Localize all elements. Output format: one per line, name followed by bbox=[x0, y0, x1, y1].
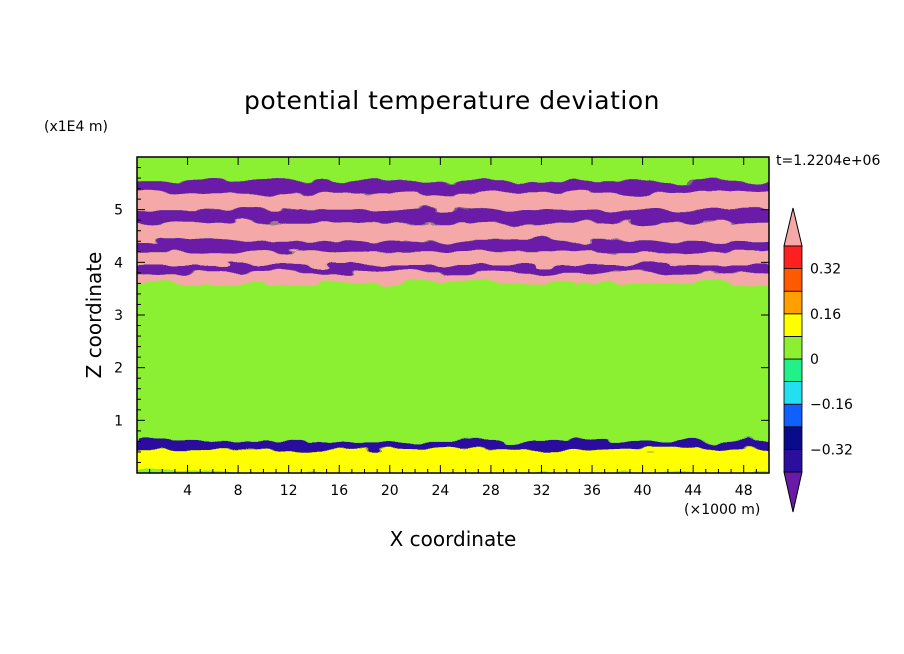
x-tick-label: 40 bbox=[634, 483, 652, 499]
contour-band bbox=[137, 264, 769, 273]
colorbar-tick-label: −0.16 bbox=[810, 397, 853, 413]
colorbar-top-arrow bbox=[783, 207, 803, 247]
colorbar-swatch bbox=[783, 403, 803, 428]
x-tick-label: 32 bbox=[533, 483, 551, 499]
colorbar-swatch bbox=[783, 268, 803, 292]
colorbar-swatch bbox=[783, 448, 803, 473]
y-axis-unit-label: (x1E4 m) bbox=[44, 119, 108, 135]
colorbar-swatch bbox=[783, 358, 803, 383]
y-axis-ticks: 1 2 3 4 5 bbox=[114, 167, 769, 463]
x-tick-label: 24 bbox=[431, 483, 449, 499]
x-axis-label: X coordinate bbox=[389, 527, 517, 551]
colorbar-tick-label: 0 bbox=[810, 352, 819, 368]
x-axis-ticks: 4 8 12 16 20 24 28 32 36 40 44 48 bbox=[149, 157, 757, 499]
contour-band bbox=[137, 193, 769, 210]
x-tick-label: 8 bbox=[234, 483, 243, 499]
contour-band bbox=[137, 209, 769, 223]
colorbar: 0.32 0.16 0 −0.16 −0.32 bbox=[783, 207, 853, 513]
x-tick-label: 4 bbox=[183, 483, 192, 499]
contour-band bbox=[137, 272, 769, 284]
x-tick-label: 36 bbox=[583, 483, 601, 499]
contour-band bbox=[137, 251, 769, 265]
y-tick-label: 3 bbox=[114, 308, 123, 324]
y-tick-label: 1 bbox=[114, 413, 123, 429]
colorbar-tick-label: 0.16 bbox=[810, 307, 841, 323]
x-tick-label: 16 bbox=[330, 483, 348, 499]
x-tick-label: 48 bbox=[735, 483, 753, 499]
colorbar-swatch bbox=[783, 335, 803, 360]
colorbar-swatch bbox=[783, 290, 803, 315]
x-tick-label: 28 bbox=[482, 483, 500, 499]
time-label: t=1.2204e+06 bbox=[776, 153, 881, 169]
x-axis-unit-label: (×1000 m) bbox=[684, 502, 761, 518]
colorbar-swatch bbox=[783, 381, 803, 405]
x-tick-label: 44 bbox=[684, 483, 702, 499]
contour-band bbox=[137, 441, 769, 450]
plot-area bbox=[137, 157, 769, 473]
colorbar-bottom-arrow bbox=[783, 471, 803, 513]
contour-band bbox=[137, 222, 769, 242]
contour-band bbox=[137, 241, 769, 252]
colorbar-tick-label: −0.32 bbox=[810, 442, 853, 458]
colorbar-swatch bbox=[783, 313, 803, 337]
y-tick-label: 5 bbox=[114, 203, 123, 219]
contour-band bbox=[137, 180, 769, 194]
contour-band bbox=[137, 162, 769, 181]
x-tick-label: 12 bbox=[280, 483, 298, 499]
y-tick-label: 4 bbox=[114, 255, 123, 271]
colorbar-tick-label: 0.32 bbox=[810, 262, 841, 278]
chart-title: potential temperature deviation bbox=[244, 86, 660, 115]
colorbar-swatch bbox=[783, 245, 803, 270]
y-tick-label: 2 bbox=[114, 361, 123, 377]
contour-bands bbox=[137, 157, 769, 473]
colorbar-swatch bbox=[783, 426, 803, 450]
contour-band bbox=[137, 283, 769, 442]
contour-band bbox=[137, 449, 769, 473]
x-tick-label: 20 bbox=[381, 483, 399, 499]
